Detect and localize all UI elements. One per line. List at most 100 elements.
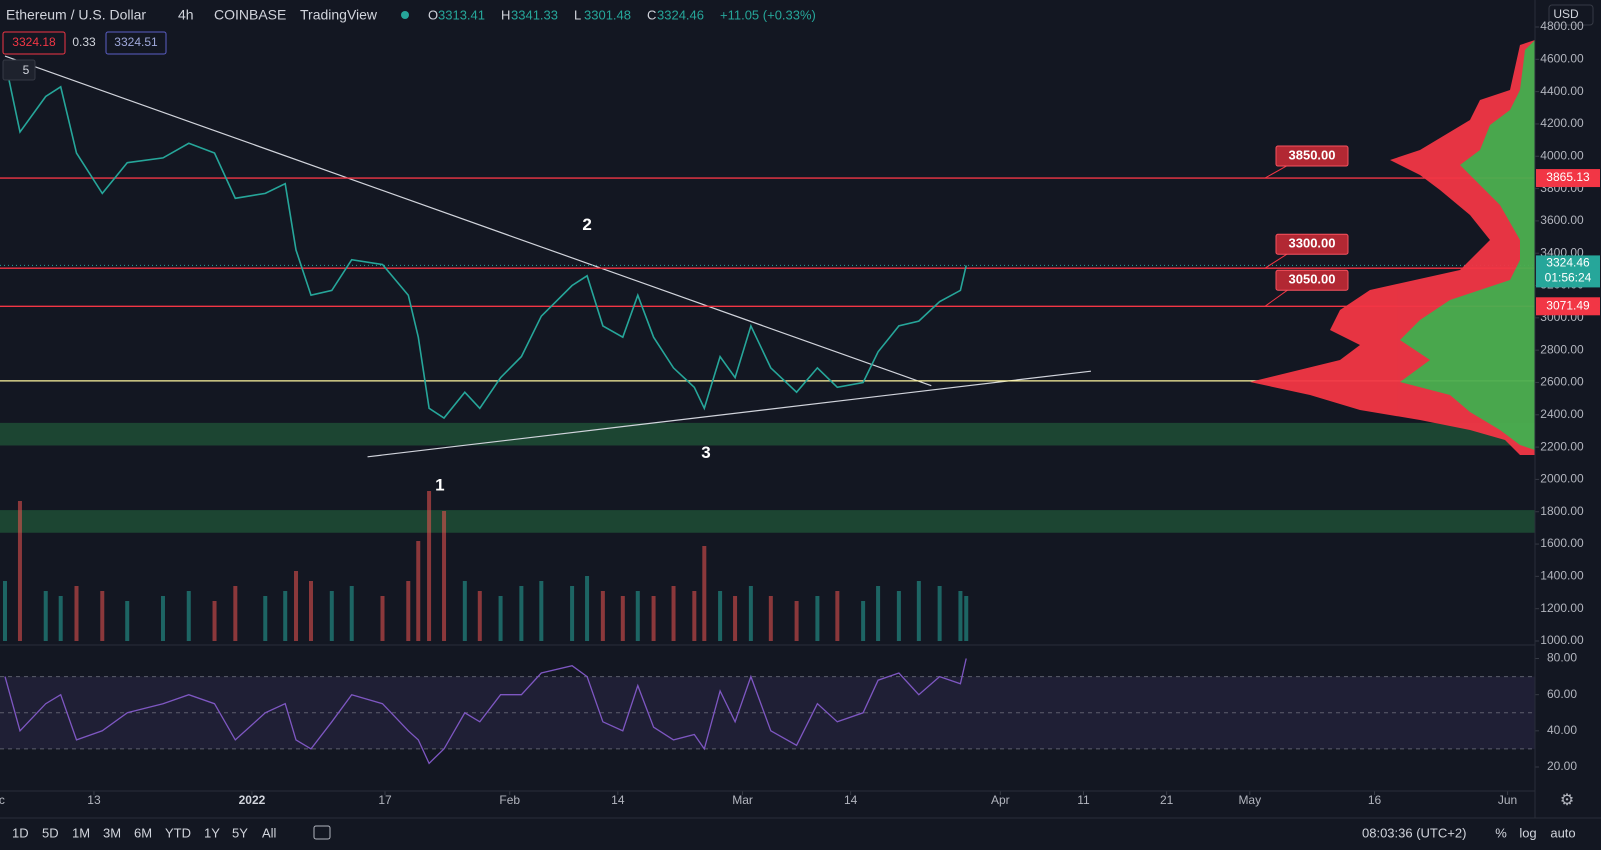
y-tick-label: 3600.00 (1540, 213, 1584, 227)
callout-label: 3850.00 (1289, 147, 1336, 162)
y-tick-label: 4000.00 (1540, 148, 1584, 162)
volume-bar (74, 586, 79, 641)
y-tick-label: 2600.00 (1540, 375, 1584, 389)
volume-bar (815, 596, 820, 641)
volume-bar (768, 596, 773, 641)
ohlc-key: L (574, 7, 581, 22)
range-button[interactable]: All (262, 825, 277, 840)
volume-bar (233, 586, 238, 641)
volume-bar (651, 596, 656, 641)
volume-bar (600, 591, 605, 641)
exchange: COINBASE (214, 7, 286, 23)
currency-button[interactable] (1548, 4, 1594, 26)
volume-bar (406, 581, 411, 641)
ohlc-key: C (647, 7, 656, 22)
rsi-line (4, 658, 967, 765)
range-button[interactable]: 1M (72, 825, 90, 840)
volume-bar (329, 591, 334, 641)
volume-bar (539, 581, 544, 641)
volume-bar (294, 571, 299, 641)
compare-icon[interactable] (313, 825, 331, 840)
callout-box (1275, 145, 1349, 167)
rsi-tick-label: 80.00 (1547, 651, 1577, 665)
toolbar: 1D 5D 1M 3M 6M YTD 1Y 5Y All% log auto (12, 825, 1576, 840)
volume-bar (896, 591, 901, 641)
y-tick-label: 4200.00 (1540, 116, 1584, 130)
y-tick-label: 4800.00 (1540, 19, 1584, 33)
y-tick-label: 1600.00 (1540, 536, 1584, 550)
clock: 08:03:36 (UTC+2) (1362, 825, 1466, 840)
ohlc-value: 3324.46 (657, 7, 704, 22)
x-tick-label: Mar (732, 793, 753, 807)
volume-bar (416, 541, 421, 641)
y-tick-label: 4600.00 (1540, 51, 1584, 65)
volume-bar (861, 601, 866, 641)
y-tick-label: 1200.00 (1540, 601, 1584, 615)
callout-label: 3300.00 (1289, 236, 1336, 251)
x-tick-label: Dec (0, 793, 5, 807)
rsi-tick-label: 40.00 (1547, 723, 1577, 737)
volume-bar (2, 581, 7, 641)
scale-option[interactable]: auto (1550, 825, 1575, 840)
range-button[interactable]: 3M (103, 825, 121, 840)
volume-bar (498, 596, 503, 641)
range-button[interactable]: 5D (42, 825, 59, 840)
volume-bar (58, 596, 63, 641)
callout-label: 3050.00 (1289, 272, 1336, 287)
plot: 3850.00 3300.00 3050.00 1 2 3 (0, 26, 1539, 795)
ohlc: O 3313.41 H 3341.33 L 3301.48 C 3324.46 +11.05 (… (428, 7, 816, 22)
volume-bar (958, 591, 963, 641)
range-button[interactable]: 1Y (204, 825, 220, 840)
level-axis-tag (1536, 169, 1600, 188)
scale-option[interactable]: % (1495, 825, 1507, 840)
level-axis-label: 3071.49 (1546, 298, 1590, 312)
x-tick-label: Jun (1498, 793, 1517, 807)
y-tick-label: 2400.00 (1540, 407, 1584, 421)
trendline (4, 55, 932, 387)
range-button[interactable]: 1D (12, 825, 29, 840)
interval: 4h (178, 7, 194, 23)
x-tick-label: 17 (378, 793, 392, 807)
volume-bar (100, 591, 105, 641)
volume-bar (17, 501, 22, 641)
volume-bar (692, 591, 697, 641)
volume-bar (718, 591, 723, 641)
range-button[interactable]: YTD (165, 825, 191, 840)
ohlc-value: 3341.33 (511, 7, 558, 22)
ohlc-value: 3313.41 (438, 7, 485, 22)
volume-bar (43, 591, 48, 641)
callout-box (1275, 269, 1349, 291)
level-axis-label: 3865.13 (1546, 170, 1590, 184)
x-tick-label: 14 (611, 793, 625, 807)
volume-bar (477, 591, 482, 641)
volume-bar (308, 581, 313, 641)
range-button[interactable]: 6M (134, 825, 152, 840)
y-tick-label: 1400.00 (1540, 569, 1584, 583)
volume-bar (964, 596, 969, 641)
volume-bar (585, 576, 590, 641)
x-tick-label: May (1238, 793, 1261, 807)
scale-option[interactable]: log (1519, 825, 1536, 840)
volume-bar (835, 591, 840, 641)
bid-box[interactable] (2, 31, 66, 55)
y-tick-label: 1800.00 (1540, 504, 1584, 518)
settings-icon[interactable]: ⚙ (1560, 792, 1574, 809)
indicators-toggle[interactable] (2, 59, 36, 81)
ask-box[interactable] (105, 31, 167, 55)
range-button[interactable]: 5Y (232, 825, 248, 840)
x-tick-label: Feb (499, 793, 520, 807)
volume-bar (186, 591, 191, 641)
wave-label: 3 (701, 443, 710, 462)
volume-bar (733, 596, 738, 641)
ohlc-key: O (428, 7, 438, 22)
x-tick-label: 2022 (239, 793, 266, 807)
y-tick-label: 4400.00 (1540, 84, 1584, 98)
rsi-tick-label: 20.00 (1547, 759, 1577, 773)
source: TradingView (300, 7, 378, 23)
volume-bar (748, 586, 753, 641)
support-zone (0, 422, 1535, 446)
volume-bar (876, 586, 881, 641)
rsi-band (0, 676, 1535, 749)
x-tick-label: 13 (87, 793, 101, 807)
